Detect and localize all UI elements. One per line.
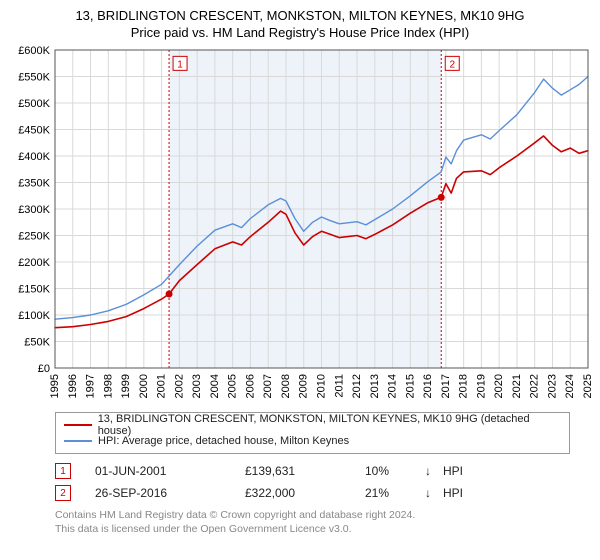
svg-text:£400K: £400K — [18, 151, 50, 163]
svg-text:2003: 2003 — [191, 374, 203, 398]
svg-text:£500K: £500K — [18, 98, 50, 110]
down-arrow-icon: ↓ — [425, 464, 443, 478]
svg-text:£350K: £350K — [18, 178, 50, 190]
svg-text:2025: 2025 — [582, 374, 594, 398]
svg-text:2016: 2016 — [422, 374, 434, 398]
price-chart: 1 2 £0 £50K £100K £150K £200K £250K £300K £350K £4… — [0, 44, 600, 404]
svg-text:2010: 2010 — [316, 374, 328, 398]
legend-swatch — [64, 424, 92, 426]
chart-titles: 13, BRIDLINGTON CRESCENT, MONKSTON, MILT… — [0, 0, 600, 44]
title-address: 13, BRIDLINGTON CRESCENT, MONKSTON, MILT… — [8, 8, 592, 23]
svg-text:2017: 2017 — [440, 374, 452, 398]
svg-text:2014: 2014 — [387, 374, 399, 398]
event-date: 01-JUN-2001 — [95, 464, 245, 478]
legend-label: 13, BRIDLINGTON CRESCENT, MONKSTON, MILT… — [98, 413, 561, 437]
svg-text:2011: 2011 — [333, 374, 345, 398]
svg-text:£100K: £100K — [18, 310, 50, 322]
svg-text:£250K: £250K — [18, 231, 50, 243]
svg-text:2013: 2013 — [369, 374, 381, 398]
event-date: 26-SEP-2016 — [95, 486, 245, 500]
event-badge: 1 — [55, 463, 71, 479]
svg-text:£300K: £300K — [18, 204, 50, 216]
svg-text:£0: £0 — [38, 363, 50, 375]
svg-text:£150K: £150K — [18, 284, 50, 296]
footer-line-1: Contains HM Land Registry data © Crown c… — [55, 508, 570, 522]
title-subtitle: Price paid vs. HM Land Registry's House … — [8, 25, 592, 40]
event-pct: 10% — [365, 464, 425, 478]
svg-text:1999: 1999 — [120, 374, 132, 398]
svg-text:1: 1 — [177, 59, 183, 70]
svg-text:2012: 2012 — [351, 374, 363, 398]
legend-label: HPI: Average price, detached house, Milt… — [98, 435, 349, 447]
legend-row: 13, BRIDLINGTON CRESCENT, MONKSTON, MILT… — [64, 417, 561, 433]
svg-text:1996: 1996 — [67, 374, 79, 398]
event-pct: 21% — [365, 486, 425, 500]
svg-text:2015: 2015 — [404, 374, 416, 398]
svg-text:2002: 2002 — [173, 374, 185, 398]
svg-text:£200K: £200K — [18, 257, 50, 269]
legend-swatch — [64, 440, 92, 442]
event-price: £322,000 — [245, 486, 365, 500]
svg-text:2: 2 — [449, 59, 455, 70]
svg-text:£600K: £600K — [18, 45, 50, 57]
svg-text:1998: 1998 — [102, 374, 114, 398]
footer-line-2: This data is licensed under the Open Gov… — [55, 522, 570, 536]
event-badge: 2 — [55, 485, 71, 501]
svg-text:2004: 2004 — [209, 374, 221, 398]
svg-text:2024: 2024 — [564, 374, 576, 398]
events-table: 1 01-JUN-2001£139,63110%↓HPI 2 26-SEP-2016£… — [55, 460, 570, 504]
svg-text:2023: 2023 — [546, 374, 558, 398]
down-arrow-icon: ↓ — [425, 486, 443, 500]
event-hpi-label: HPI — [443, 486, 463, 500]
event-price: £139,631 — [245, 464, 365, 478]
svg-text:£450K: £450K — [18, 125, 50, 137]
svg-text:2021: 2021 — [511, 374, 523, 398]
svg-text:£550K: £550K — [18, 72, 50, 84]
chart-area: 1 2 £0 £50K £100K £150K £200K £250K £300K £350K £4… — [0, 44, 600, 404]
event-hpi-label: HPI — [443, 464, 463, 478]
svg-text:2009: 2009 — [298, 374, 310, 398]
svg-text:2019: 2019 — [475, 374, 487, 398]
svg-text:2000: 2000 — [138, 374, 150, 398]
svg-text:2006: 2006 — [244, 374, 256, 398]
svg-text:2005: 2005 — [227, 374, 239, 398]
svg-text:2001: 2001 — [156, 374, 168, 398]
footer-attribution: Contains HM Land Registry data © Crown c… — [55, 508, 570, 536]
svg-text:2022: 2022 — [529, 374, 541, 398]
event-row: 1 01-JUN-2001£139,63110%↓HPI — [55, 460, 570, 482]
svg-text:£50K: £50K — [24, 337, 50, 349]
svg-text:1995: 1995 — [49, 374, 61, 398]
svg-text:2020: 2020 — [493, 374, 505, 398]
legend: 13, BRIDLINGTON CRESCENT, MONKSTON, MILT… — [55, 412, 570, 454]
svg-text:1997: 1997 — [85, 374, 97, 398]
svg-text:2018: 2018 — [458, 374, 470, 398]
svg-text:2008: 2008 — [280, 374, 292, 398]
svg-text:2007: 2007 — [262, 374, 274, 398]
event-row: 2 26-SEP-2016£322,00021%↓HPI — [55, 482, 570, 504]
